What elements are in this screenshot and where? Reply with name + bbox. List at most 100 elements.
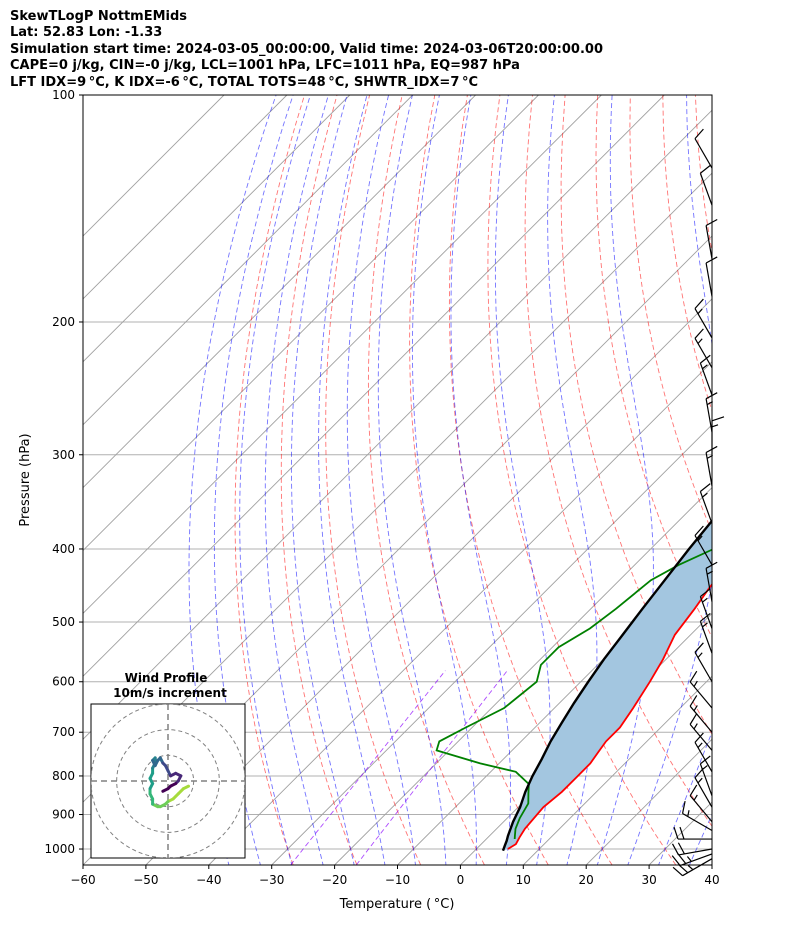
wind-barb	[694, 128, 713, 169]
y-tick-label: 700	[52, 725, 75, 739]
moist-adiabat	[720, 95, 794, 867]
barb-feather	[705, 256, 718, 264]
barb-feather	[705, 392, 718, 400]
barb-feather	[677, 863, 689, 874]
barb-staff	[689, 795, 713, 823]
isotherm	[334, 486, 712, 865]
barb-half-feather	[697, 338, 703, 344]
isotherm	[83, 95, 351, 363]
x-tick-label: −40	[196, 873, 221, 887]
wind-barb	[699, 354, 713, 396]
barb-feather	[705, 218, 718, 227]
barb-feather	[711, 416, 725, 422]
cape-area	[503, 520, 712, 851]
barb-staff	[694, 777, 713, 808]
barb-staff	[705, 225, 713, 260]
barb-half-feather	[693, 723, 698, 730]
y-tick-label: 400	[52, 542, 75, 556]
dry-adiabats	[234, 95, 794, 865]
hodograph-trace	[161, 787, 170, 793]
x-tick-label: −10	[385, 873, 410, 887]
y-tick-label: 200	[52, 315, 75, 329]
mixing-ratio-line	[355, 670, 508, 865]
hodograph-title: Wind Profile	[125, 671, 208, 685]
isotherm	[83, 95, 225, 237]
y-tick-label: 300	[52, 448, 75, 462]
barb-staff	[694, 651, 713, 683]
isotherm	[83, 95, 665, 677]
barb-feather	[681, 800, 686, 814]
barb-half-feather	[693, 680, 698, 687]
isotherm	[585, 738, 712, 865]
barb-feather	[699, 164, 711, 174]
barb-feather	[689, 784, 698, 796]
x-tick-label: −60	[70, 873, 95, 887]
x-tick-label: −20	[322, 873, 347, 887]
wind-barb	[681, 800, 713, 832]
isotherm	[460, 612, 712, 865]
moist-adiabat	[188, 95, 277, 865]
mixing-ratio-line	[290, 670, 446, 865]
wind-barb	[705, 218, 718, 260]
barb-feather	[699, 588, 711, 598]
wind-barb	[694, 328, 713, 369]
moist-adiabat	[450, 95, 511, 865]
isotherm	[145, 298, 712, 865]
dry-adiabat	[595, 95, 712, 639]
wind-barb	[672, 858, 713, 877]
x-tick-label: −30	[259, 873, 284, 887]
wind-barb	[689, 713, 713, 751]
x-tick-label: 30	[641, 873, 656, 887]
y-tick-label: 800	[52, 769, 75, 783]
barb-half-feather	[702, 492, 708, 498]
wind-barb	[705, 256, 718, 297]
y-tick-label: 600	[52, 675, 75, 689]
moist-adiabat	[290, 95, 355, 865]
y-tick-label: 500	[52, 615, 75, 629]
barb-half-feather	[697, 777, 703, 784]
isotherm	[83, 95, 602, 615]
isotherm	[711, 864, 712, 865]
barb-staff	[694, 338, 713, 369]
x-tick-label: 10	[516, 873, 531, 887]
moist-adiabat	[377, 95, 447, 865]
wind-barb	[699, 612, 713, 654]
moist-adiabat	[411, 95, 477, 865]
series-line-temperature	[507, 582, 712, 850]
barb-feather	[699, 483, 711, 492]
isotherm	[83, 95, 414, 426]
hodograph-subtitle: 10m/s increment	[113, 686, 227, 700]
location-line: Lat: 52.83 Lon: -1.33	[10, 25, 163, 41]
barb-half-feather	[687, 810, 690, 817]
dry-adiabat	[761, 95, 794, 865]
moist-adiabat	[264, 95, 329, 865]
x-tick-label: −50	[133, 873, 158, 887]
barb-half-feather	[693, 794, 698, 801]
wind-barb	[694, 732, 713, 773]
indices-line: LFT IDX=9 °C, K IDX=-6 °C, TOTAL TOTS=48…	[10, 74, 478, 90]
barb-feather	[699, 354, 711, 364]
moist-adiabat	[658, 730, 712, 865]
dry-adiabat	[560, 95, 712, 736]
wind-barb	[673, 826, 712, 840]
moist-adiabat	[239, 95, 311, 865]
y-tick-label: 100	[52, 88, 75, 102]
barb-half-feather	[702, 597, 708, 603]
series-line-parcel	[501, 518, 712, 852]
moist-adiabat	[596, 95, 654, 865]
barb-feather	[694, 732, 704, 743]
barb-feather	[671, 855, 681, 866]
x-tick-label: 20	[579, 873, 594, 887]
barb-staff	[705, 262, 713, 297]
isotherm	[522, 675, 712, 865]
barb-feather	[699, 612, 711, 622]
isotherm	[83, 95, 476, 489]
barb-feather	[705, 561, 718, 569]
mixing-ratio-lines	[290, 670, 508, 865]
sounding-data	[435, 518, 712, 852]
wind-barb	[694, 298, 713, 339]
barb-half-feather	[687, 865, 694, 871]
wind-barb	[689, 670, 713, 709]
wind-barb	[705, 561, 718, 602]
